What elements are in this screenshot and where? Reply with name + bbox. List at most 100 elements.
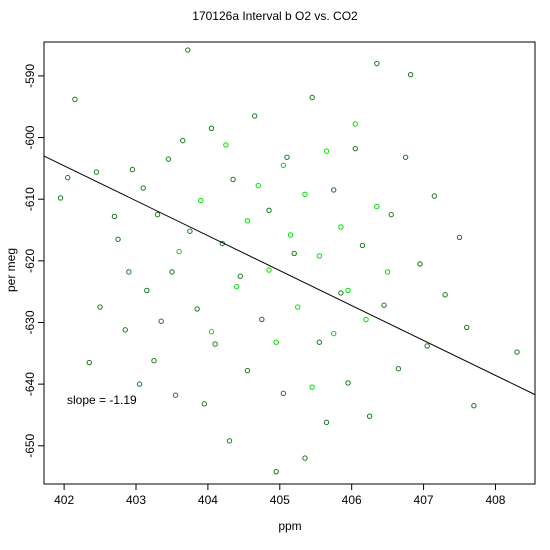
data-point — [244, 218, 251, 224]
y-axis: -590 -600 -610 -620 -630 -640 -650 — [23, 64, 44, 458]
data-point — [295, 304, 301, 310]
data-point — [352, 145, 358, 152]
data-point — [316, 339, 323, 345]
x-tick-label: 408 — [485, 493, 505, 507]
data-point — [198, 197, 204, 204]
data-point — [302, 455, 308, 461]
data-point — [291, 250, 297, 257]
data-point — [345, 287, 351, 294]
data-point — [331, 187, 337, 193]
x-tick-label: 406 — [342, 493, 362, 507]
data-point — [395, 366, 402, 372]
data-point — [338, 224, 344, 230]
data-point — [323, 419, 330, 426]
data-point — [154, 211, 161, 218]
data-point — [259, 316, 265, 323]
data-point — [226, 438, 233, 444]
data-point — [384, 269, 391, 275]
data-point — [126, 269, 132, 275]
y-tick-label: -590 — [23, 64, 37, 88]
y-tick-label: -620 — [23, 249, 37, 273]
data-point — [363, 316, 369, 323]
data-point — [273, 339, 279, 345]
data-point — [309, 94, 315, 101]
data-point — [424, 343, 430, 349]
x-tick-label: 402 — [54, 493, 74, 507]
y-tick-label: -600 — [23, 125, 37, 149]
data-point — [208, 125, 215, 132]
data-point — [185, 47, 191, 53]
data-point — [456, 234, 463, 241]
data-point — [251, 113, 258, 119]
data-point — [237, 273, 243, 279]
plot-frame — [43, 41, 536, 485]
y-tick-label: -630 — [23, 310, 37, 334]
data-point — [338, 290, 344, 296]
data-point — [309, 384, 315, 390]
data-point — [280, 162, 287, 168]
data-point — [388, 211, 394, 218]
data-point — [514, 349, 520, 355]
x-tick-label: 407 — [414, 493, 434, 507]
data-point — [233, 284, 240, 290]
y-tick-label: -610 — [23, 187, 37, 211]
data-point — [176, 248, 182, 255]
x-axis-label: ppm — [278, 519, 301, 533]
x-axis: 402 403 404 405 406 407 408 — [54, 484, 506, 507]
chart-title: 170126a Interval b O2 vs. CO2 — [192, 9, 358, 23]
data-point — [72, 96, 78, 103]
data-point — [266, 267, 272, 273]
data-point — [402, 154, 409, 160]
data-point — [316, 253, 323, 259]
data-point — [273, 468, 279, 475]
y-axis-label: per meg — [4, 248, 18, 292]
data-point — [464, 324, 470, 331]
data-point — [244, 367, 251, 374]
data-point — [407, 71, 414, 78]
data-point — [169, 269, 175, 275]
data-point — [230, 176, 236, 183]
data-point — [187, 228, 193, 234]
data-point — [223, 142, 229, 148]
x-tick-label: 404 — [198, 493, 218, 507]
data-point — [374, 203, 380, 210]
data-point — [180, 137, 186, 144]
data-point — [136, 381, 143, 387]
data-point — [208, 329, 215, 335]
data-point — [140, 185, 146, 191]
data-point — [57, 195, 64, 201]
y-tick-label: -650 — [23, 433, 37, 457]
data-point — [284, 154, 290, 160]
data-point — [287, 232, 294, 238]
data-point — [172, 392, 179, 398]
data-point — [255, 182, 261, 189]
data-point — [352, 121, 358, 127]
data-point — [374, 60, 380, 67]
data-point — [280, 390, 287, 397]
data-point — [115, 236, 121, 242]
data-point — [323, 148, 330, 154]
x-tick-label: 405 — [270, 493, 290, 507]
y-tick-label: -640 — [23, 372, 37, 396]
data-point — [381, 302, 387, 308]
data-point — [302, 191, 308, 197]
data-point — [111, 213, 118, 220]
data-point — [129, 166, 136, 173]
data-point — [93, 169, 100, 175]
data-point — [144, 287, 150, 294]
data-point — [122, 327, 128, 333]
data-point — [212, 341, 218, 347]
data-point — [442, 292, 448, 298]
slope-annotation: slope = -1.19 — [67, 393, 137, 407]
data-point — [366, 413, 373, 419]
data-point — [86, 359, 92, 366]
data-point — [345, 380, 351, 386]
data-point — [65, 174, 71, 181]
data-points — [57, 47, 520, 475]
data-point — [471, 403, 477, 409]
data-point — [194, 306, 200, 312]
data-point — [359, 242, 366, 249]
fit-line — [43, 155, 536, 396]
data-point — [97, 304, 103, 310]
